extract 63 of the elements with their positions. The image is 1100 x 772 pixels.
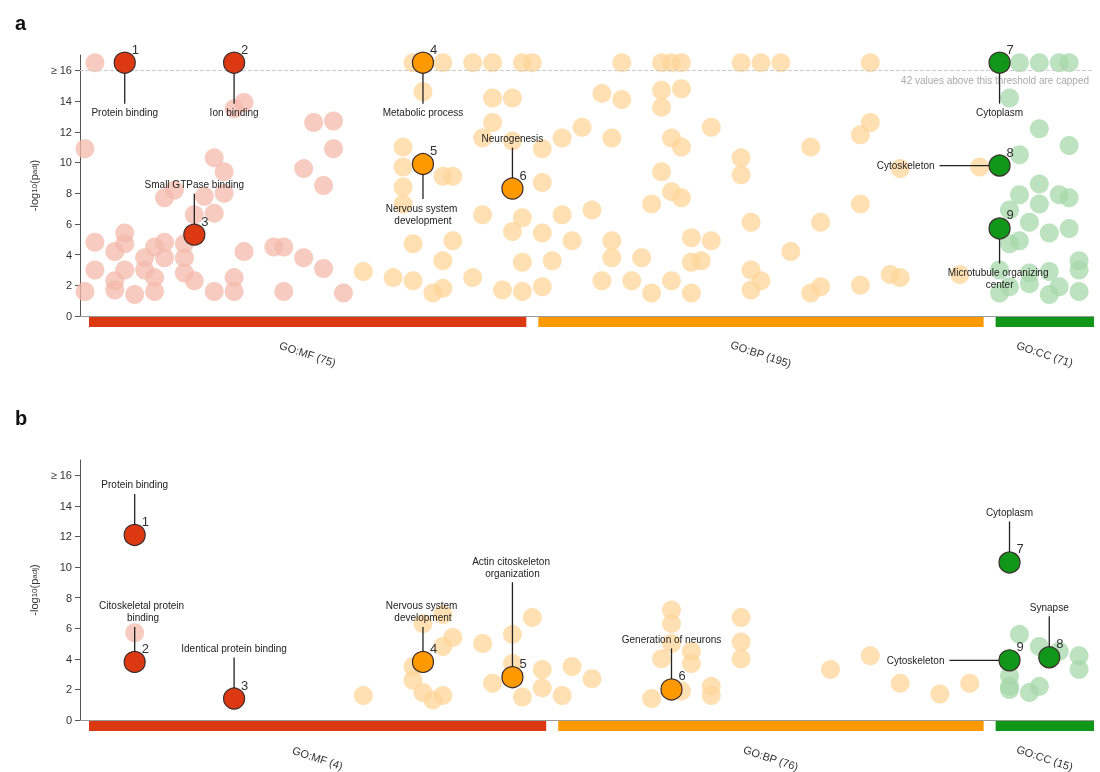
chart-title: a [15,12,27,34]
chart-title: b [15,407,28,429]
y-tick-label: 0 [65,714,72,726]
annotation: Citoskeletal protein binding [99,600,187,624]
y-tick-label: 8 [65,591,72,604]
y-tick-label: 10 [59,156,72,169]
annotation: Metabolic process [382,107,464,119]
annotation: Cytoskeleton [876,160,935,172]
annotation: 9 [1006,207,1014,223]
y-tick-label: 14 [59,499,72,512]
y-tick-label: 2 [65,279,72,292]
annotation: 7 [1006,41,1014,57]
text: GO:MF (4) [290,744,345,772]
annotation: Generation of neurons [621,633,722,645]
annotation: 5 [519,656,527,672]
y-tick-label: 10 [59,561,72,574]
annotation: Cytoplasm [985,506,1034,518]
annotation: 1 [141,513,149,529]
text: GO:CC (15) [1015,743,1075,772]
y-tick-label: 4 [65,652,72,665]
annotation: 2 [241,41,249,57]
annotation: Microtubule organizing center [947,266,1052,290]
y-tick-label: 12 [59,530,72,543]
text: GO:CC (71) [1015,339,1075,369]
annotation: Protein binding [91,107,159,119]
annotation: Cytoplasm [975,107,1024,119]
annotation: 2 [141,640,149,656]
annotation: Neurogenesis [481,133,544,145]
annotation: 8 [1006,144,1014,160]
annotation: 9 [1016,639,1024,655]
annotation: Small GTPase binding [144,179,245,191]
annotation: Protein binding [101,479,169,491]
annotation: Cytoskeleton [886,654,945,666]
y-tick-label: 6 [65,217,72,230]
annotation: 6 [678,668,686,684]
y-tick-label: 14 [59,95,72,108]
annotation: 6 [519,167,527,183]
annotation: 7 [1016,541,1024,557]
y-tick-label: 0 [65,310,72,322]
annotation: 4 [429,41,438,57]
annotation: Identical protein binding [181,643,287,655]
annotation: 1 [131,41,139,57]
annotation: Synapse [1029,601,1070,613]
annotation: Actin citoskeleton organization [472,555,553,579]
y-tick-label: 12 [59,125,72,138]
annotation: 3 [241,677,249,693]
text: GO:MF (75) [277,339,338,369]
y-tick-label: 8 [65,187,72,200]
annotation: 4 [429,640,438,656]
text: GO:BP (76) [741,743,800,772]
annotation: Nervous system development [385,600,461,624]
annotation: Nervous system development [385,202,461,226]
y-tick-label: ≥ 16 [50,469,72,482]
annotation: Ion binding [209,107,259,119]
y-axis-title: -log10(padj) [28,159,41,212]
y-tick-label: 6 [65,622,72,635]
y-tick-label: ≥ 16 [50,64,72,77]
y-tick-label: 4 [65,248,72,261]
y-tick-label: 2 [65,683,72,696]
annotation: 8 [1056,636,1064,652]
text: GO:BP (195) [729,338,793,370]
annotation: 5 [429,143,438,159]
annotation: 3 [201,213,209,229]
